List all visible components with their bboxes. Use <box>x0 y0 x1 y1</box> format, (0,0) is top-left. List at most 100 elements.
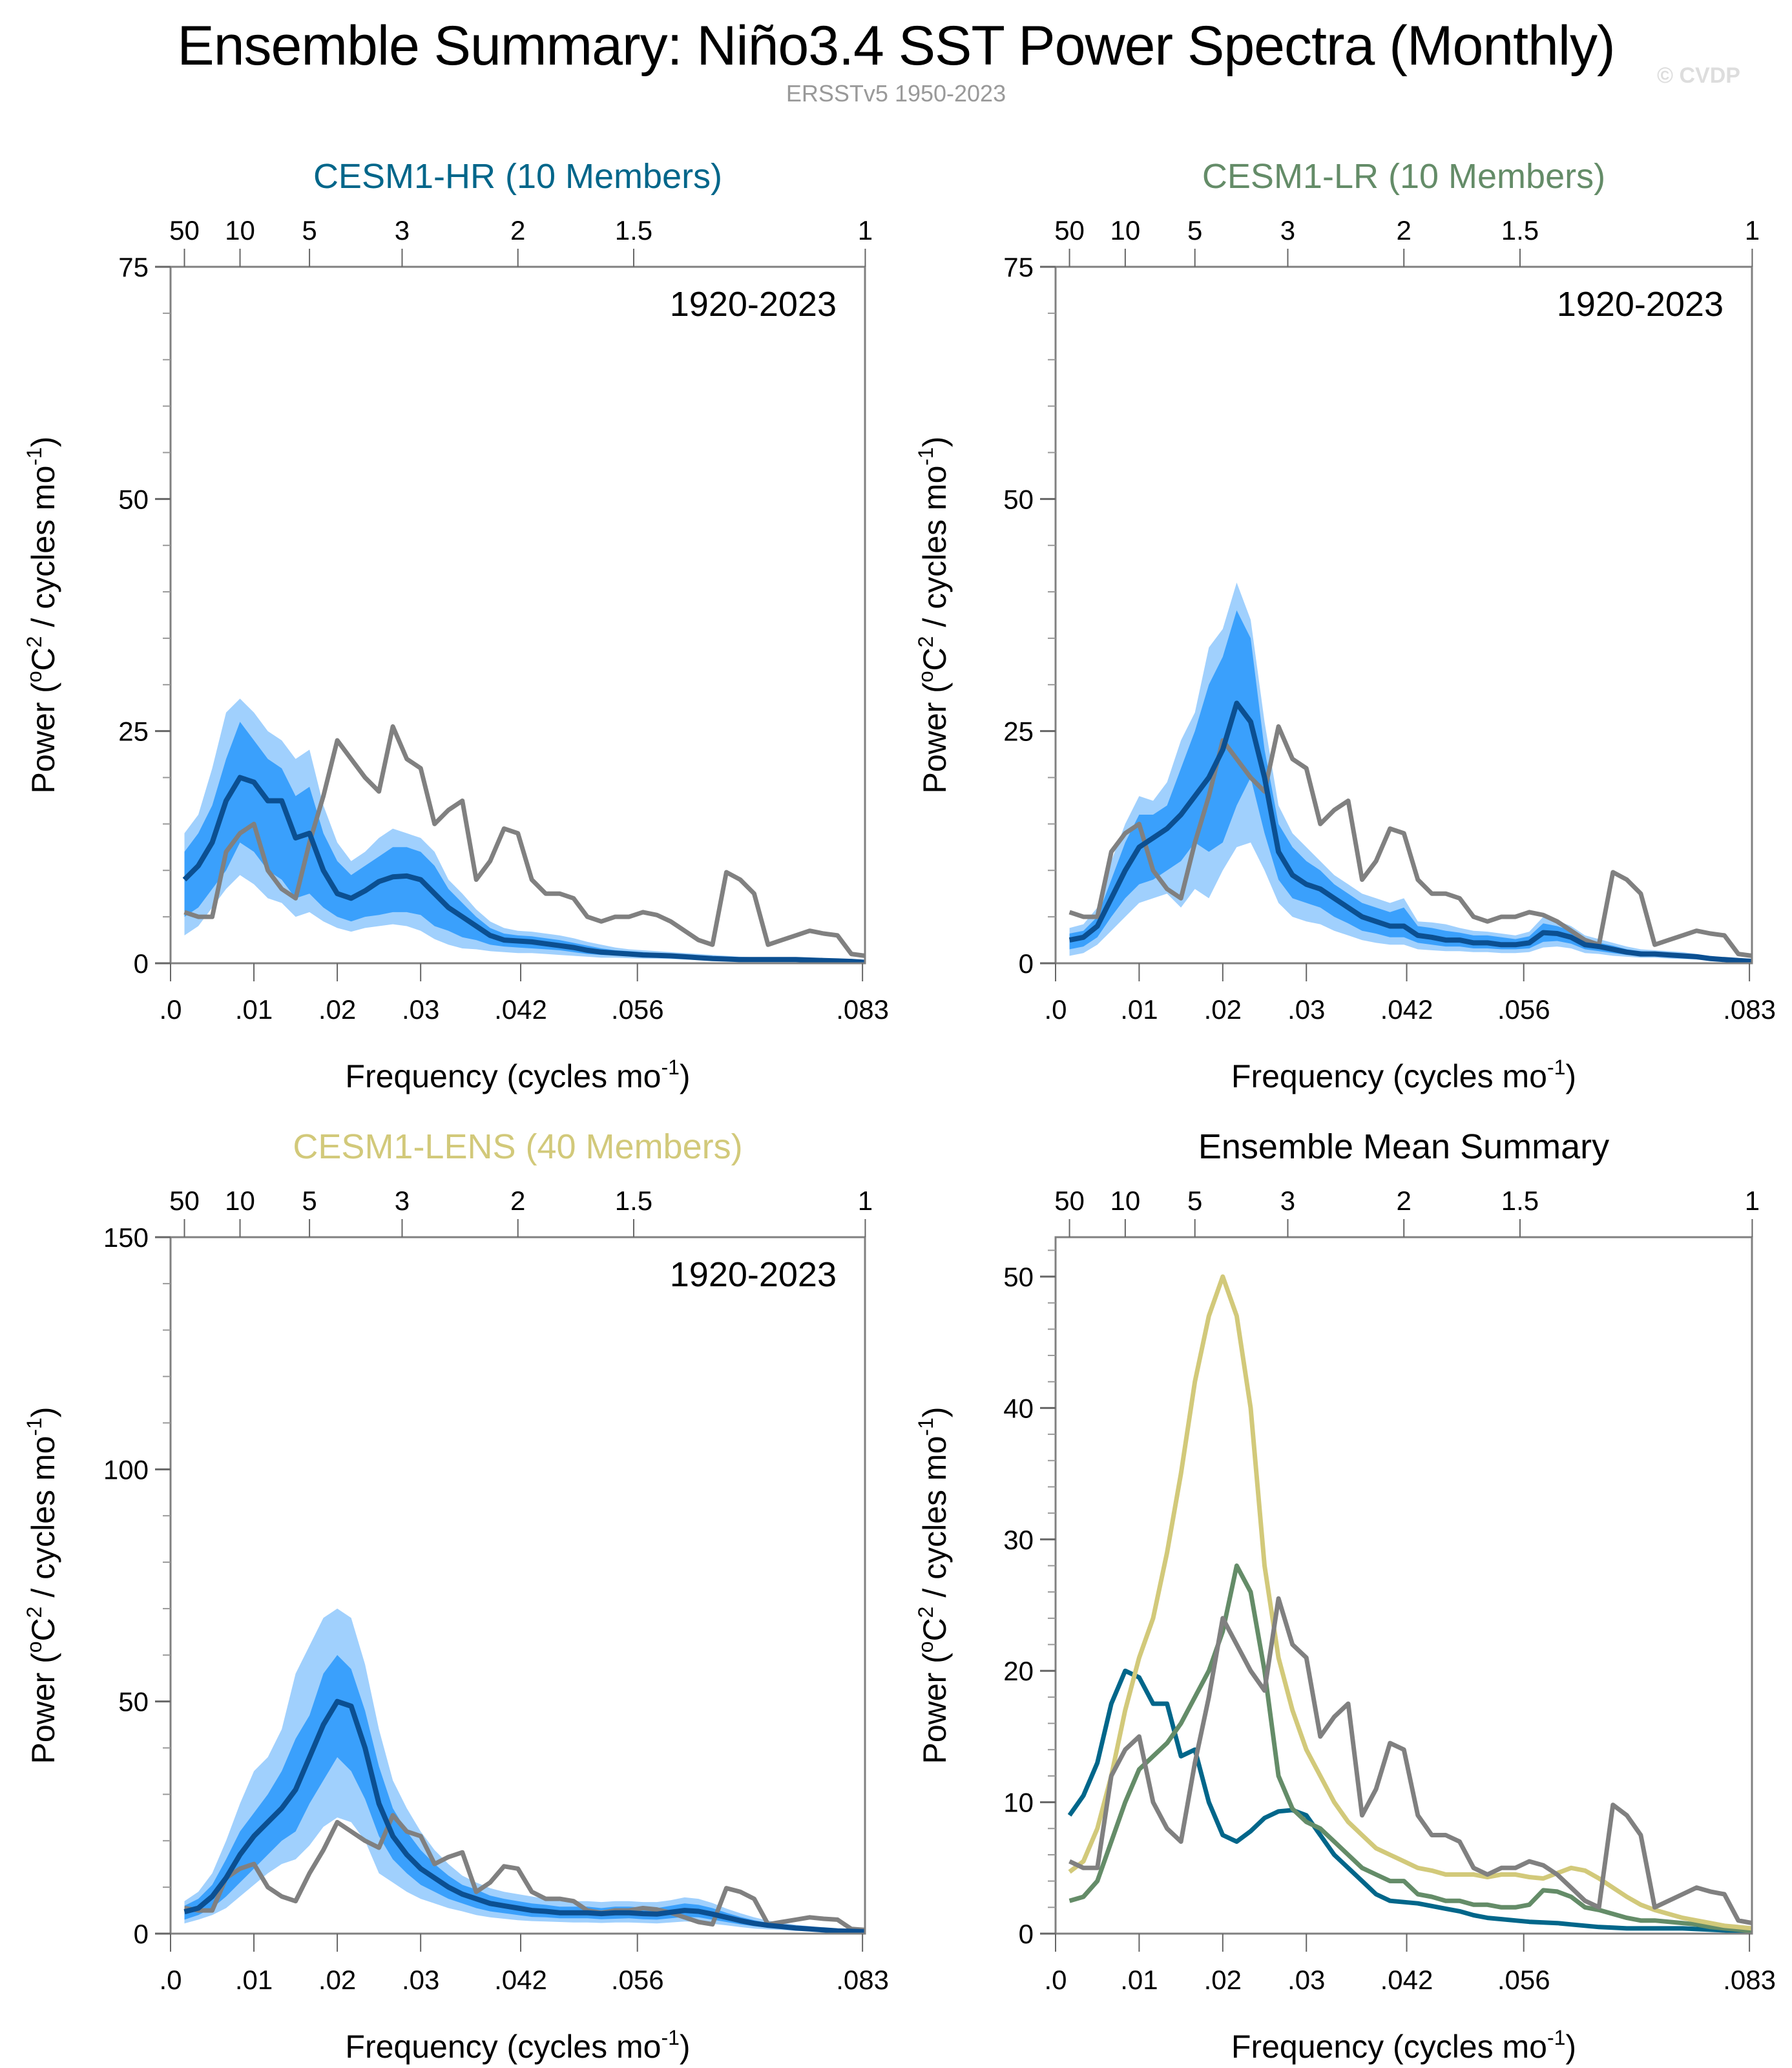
panel-title: CESM1-LR (10 Members) <box>1202 157 1605 196</box>
x-tick-label: .03 <box>1287 994 1325 1025</box>
plot-area <box>182 698 865 963</box>
obs-line-ersstv5 <box>1068 724 1752 958</box>
x-tick-label: .056 <box>611 1965 664 1995</box>
line-cesm1-lr <box>1068 1563 1752 1934</box>
y-tick-label: 50 <box>1003 1262 1034 1292</box>
x-axis-title: Frequency (cycles mo-1) <box>345 1056 690 1094</box>
top-x-tick-label: 50 <box>169 215 200 245</box>
top-x-tick-label: 2 <box>510 1185 525 1216</box>
top-x-tick-label: 5 <box>302 1185 317 1216</box>
cvdp-watermark: © CVDP <box>1657 63 1740 88</box>
y-tick-label: 20 <box>1003 1656 1034 1686</box>
y-axis-title: Power (oC2 / cycles mo-1) <box>914 436 953 793</box>
x-axis-title: Frequency (cycles mo-1) <box>345 2026 690 2065</box>
x-tick-label: .0 <box>159 1965 182 1995</box>
top-x-tick-label: 10 <box>1110 1185 1140 1216</box>
x-axis-title: Frequency (cycles mo-1) <box>1231 1056 1576 1094</box>
x-tick-label: .083 <box>1723 994 1776 1025</box>
panel-lr: 0 25 50 75 .0 .01 .02 .03 .042 .056 .083 50 10 5 3 2 1.5… <box>914 157 1776 1094</box>
top-x-tick-label: 50 <box>169 1185 200 1216</box>
top-x-tick-label: 10 <box>225 215 255 245</box>
top-x-tick-label: 3 <box>1280 215 1295 245</box>
top-x-tick-label: 2 <box>1397 1185 1412 1216</box>
y-tick-label: 40 <box>1003 1393 1034 1423</box>
obs-line-ersstv5 <box>183 724 865 958</box>
y-tick-label: 50 <box>118 1687 149 1717</box>
x-tick-label: .03 <box>402 1965 439 1995</box>
top-x-tick-label: 1 <box>1745 1185 1760 1216</box>
plot-area <box>1067 1274 1752 1934</box>
top-x-tick-label: 3 <box>395 215 410 245</box>
panel-summary: 0 10 20 30 40 50 .0 .01 .02 .03 .042 .056 .083 50 10 5 3… <box>914 1127 1776 2065</box>
x-tick-label: .03 <box>1287 1965 1325 1995</box>
x-tick-label: .02 <box>1204 1965 1242 1995</box>
y-tick-label: 0 <box>1019 948 1034 979</box>
top-x-tick-label: 1.5 <box>615 215 652 245</box>
x-axis-title: Frequency (cycles mo-1) <box>1231 2026 1576 2065</box>
top-x-tick-label: 5 <box>302 215 317 245</box>
top-x-tick-label: 1 <box>1745 215 1760 245</box>
line-cesm1-lens <box>1068 1274 1752 1931</box>
panel-title: CESM1-HR (10 Members) <box>313 157 722 196</box>
top-x-tick-label: 1.5 <box>1501 215 1539 245</box>
y-tick-label: 25 <box>1003 716 1034 747</box>
y-tick-label: 25 <box>118 716 149 747</box>
y-tick-label: 0 <box>134 948 149 979</box>
y-axis-title: Power (oC2 / cycles mo-1) <box>23 1406 61 1764</box>
top-x-tick-label: 50 <box>1054 1185 1085 1216</box>
panel-lens: 0 50 100 150 .0 .01 .02 .03 .042 .056 .083 50 10 5 3 2 1… <box>23 1127 889 2065</box>
x-tick-label: .01 <box>1120 994 1158 1025</box>
x-tick-label: .01 <box>1120 1965 1158 1995</box>
figure-subtitle: ERSSTv5 1950-2023 <box>786 80 1006 107</box>
band-10-90 <box>1069 582 1752 963</box>
x-tick-label: .042 <box>494 994 547 1025</box>
top-x-tick-label: 5 <box>1187 215 1202 245</box>
panel-title: Ensemble Mean Summary <box>1198 1127 1609 1166</box>
top-x-tick-label: 50 <box>1054 215 1085 245</box>
y-tick-label: 10 <box>1003 1788 1034 1818</box>
y-tick-label: 75 <box>118 252 149 282</box>
y-tick-label: 50 <box>118 484 149 514</box>
y-tick-label: 75 <box>1003 252 1034 282</box>
line-cesm1-hr <box>1067 1668 1752 1934</box>
y-tick-label: 100 <box>103 1454 149 1485</box>
top-x-tick-label: 10 <box>1110 215 1140 245</box>
x-tick-label: .056 <box>1497 994 1550 1025</box>
x-tick-label: .0 <box>1044 1965 1067 1995</box>
plot-area <box>1068 582 1752 963</box>
x-tick-label: .01 <box>235 1965 273 1995</box>
x-tick-label: .01 <box>235 994 273 1025</box>
top-x-tick-label: 5 <box>1187 1185 1202 1216</box>
ensemble-mean-line <box>183 1698 865 1934</box>
figure-title: Ensemble Summary: Niño3.4 SST Power Spec… <box>177 15 1615 77</box>
x-tick-label: .083 <box>836 1965 889 1995</box>
y-axis-title: Power (oC2 / cycles mo-1) <box>23 436 61 793</box>
obs-line-ersstv5 <box>183 1813 865 1932</box>
period-label: 1920-2023 <box>670 1255 837 1294</box>
x-tick-label: .083 <box>836 994 889 1025</box>
y-tick-label: 150 <box>103 1222 149 1253</box>
y-axis-title: Power (oC2 / cycles mo-1) <box>914 1406 953 1764</box>
y-tick-label: 0 <box>1019 1919 1034 1949</box>
ensemble-mean-line <box>1068 700 1752 963</box>
x-tick-label: .042 <box>1380 994 1433 1025</box>
top-x-tick-label: 3 <box>395 1185 410 1216</box>
top-x-tick-label: 3 <box>1280 1185 1295 1216</box>
period-label: 1920-2023 <box>1557 285 1724 324</box>
band-25-75 <box>184 722 865 963</box>
plot-area <box>183 1608 865 1934</box>
top-x-tick-label: 2 <box>1397 215 1412 245</box>
top-x-tick-label: 1 <box>858 1185 873 1216</box>
band-25-75 <box>184 1655 865 1932</box>
x-tick-label: .042 <box>494 1965 547 1995</box>
x-tick-label: .0 <box>1044 994 1067 1025</box>
x-tick-label: .056 <box>611 994 664 1025</box>
ensemble-mean-line <box>182 775 865 963</box>
period-label: 1920-2023 <box>670 285 837 324</box>
top-x-tick-label: 2 <box>510 215 525 245</box>
y-tick-label: 50 <box>1003 484 1034 514</box>
panel-title: CESM1-LENS (40 Members) <box>293 1127 742 1166</box>
x-tick-label: .03 <box>402 994 439 1025</box>
band-25-75 <box>1069 610 1752 962</box>
